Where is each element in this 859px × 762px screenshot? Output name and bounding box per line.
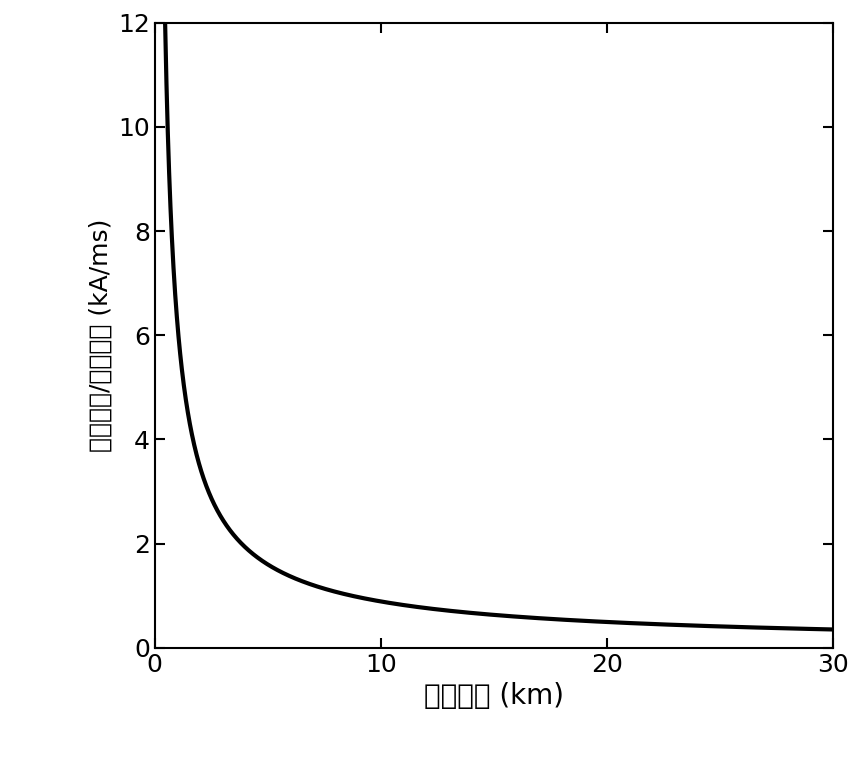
Y-axis label: 电流峰値/到达时间 (kA/ms): 电流峰値/到达时间 (kA/ms) [88, 219, 113, 452]
X-axis label: 故障位置 (km): 故障位置 (km) [424, 682, 564, 710]
